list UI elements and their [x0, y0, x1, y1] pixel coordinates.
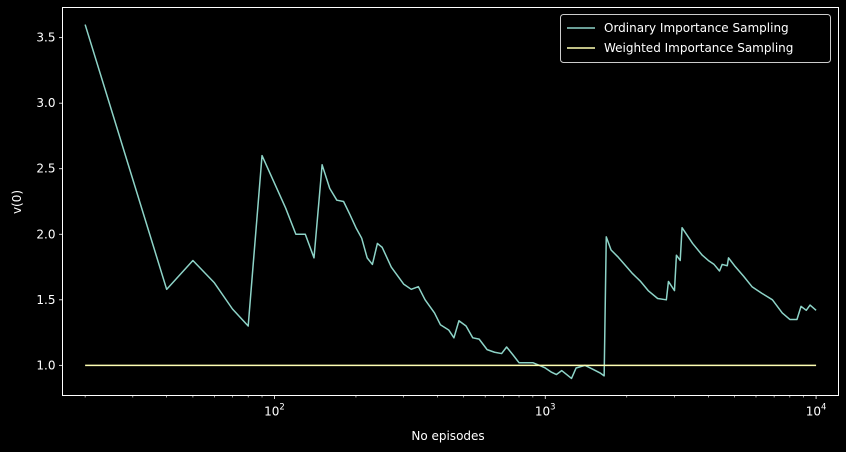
- y-axis-label: v(0): [10, 190, 24, 214]
- legend: Ordinary Importance Sampling Weighted Im…: [560, 14, 831, 63]
- legend-label-weighted: Weighted Importance Sampling: [604, 41, 793, 55]
- y-tick-label: 3.0: [36, 96, 55, 110]
- x-axis-label: No episodes: [411, 429, 484, 443]
- y-tick-label: 2.5: [36, 162, 55, 176]
- axes-frame: [62, 7, 839, 396]
- y-axis: 1.0 1.5 2.0 2.5 3.0 3.5: [36, 31, 63, 372]
- plot-area: [84, 24, 817, 380]
- series-line-ordinary: [84, 24, 817, 380]
- y-tick-label: 1.5: [36, 293, 55, 307]
- x-axis: 102 103 104: [84, 395, 826, 419]
- legend-label-ordinary: Ordinary Importance Sampling: [604, 21, 789, 35]
- y-tick-label: 2.0: [36, 227, 55, 241]
- y-tick-label: 3.5: [36, 31, 55, 45]
- y-tick-label: 1.0: [36, 358, 55, 372]
- legend-box: [560, 14, 831, 63]
